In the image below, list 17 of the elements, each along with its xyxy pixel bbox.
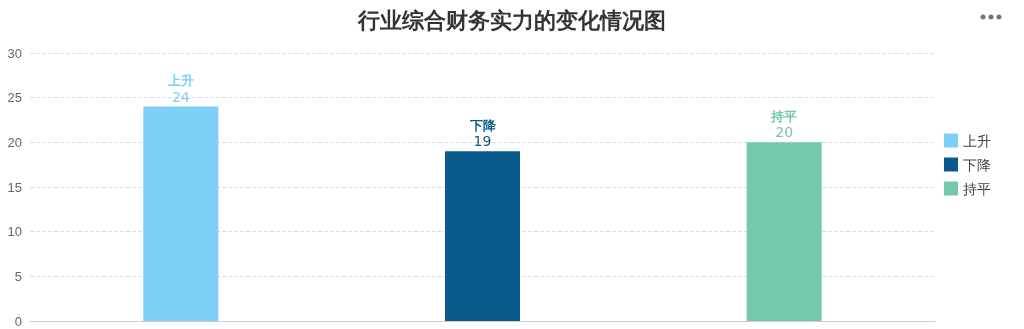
- data-label: 20: [775, 124, 794, 141]
- text: 上升: [167, 73, 194, 89]
- y-tick-label: 5: [14, 268, 22, 284]
- legend-label: 上升: [963, 132, 991, 149]
- data-label: 24: [171, 88, 190, 105]
- text: 持平: [771, 108, 798, 124]
- y-tick-label: 15: [7, 179, 22, 195]
- y-tick-label: 10: [7, 224, 22, 240]
- legend-label: 持平: [963, 180, 991, 197]
- y-tick-label: 20: [7, 134, 22, 150]
- y-tick-label: 30: [7, 45, 22, 61]
- y-tick-label: 0: [14, 313, 22, 329]
- chart-title: 行业综合财务实力的变化情况图: [357, 7, 666, 33]
- legend-label: 下降: [963, 156, 991, 173]
- y-tick-label: 25: [7, 90, 22, 106]
- data-label: 19: [473, 133, 492, 150]
- text: 下降: [469, 117, 496, 133]
